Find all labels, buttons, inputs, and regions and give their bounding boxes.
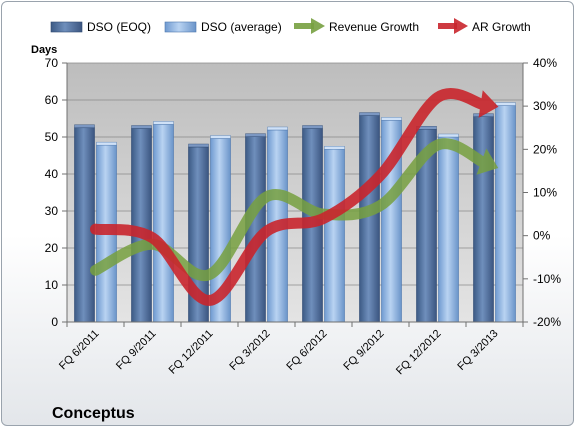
bar-cap — [245, 133, 266, 137]
y-tick-label: 0 — [51, 315, 58, 329]
legend-label-revenue-growth: Revenue Growth — [329, 20, 419, 34]
y2-tick-label: -20% — [533, 315, 561, 329]
bar-cap — [188, 143, 209, 148]
x-tick-label: FQ 12/2012 — [394, 328, 444, 378]
bar-cap — [74, 124, 95, 128]
x-tick-label: FQ 6/2011 — [57, 328, 102, 373]
bar-cap — [302, 125, 323, 129]
axes — [62, 62, 528, 327]
x-tick-label: FQ 9/2012 — [341, 328, 386, 373]
bar-cap — [324, 146, 345, 150]
bar-dso-average — [495, 102, 516, 323]
y-tick-label: 20 — [45, 241, 59, 255]
y-tick-label: 60 — [45, 93, 59, 107]
bar-dso-average — [438, 133, 459, 323]
bar-cap — [96, 141, 117, 146]
line-ar-growth — [90, 87, 499, 306]
y2-tick-label: 30% — [533, 99, 557, 113]
legend: DSO (EOQ) DSO (average) Revenue Growth A… — [50, 18, 531, 34]
y-tick-label: 10 — [45, 278, 59, 292]
legend-arrow-ar-growth — [438, 18, 468, 34]
y-axis-title: Days — [31, 44, 57, 56]
y2-tick-label: 10% — [533, 186, 557, 200]
line-path — [90, 87, 489, 306]
bar-body — [473, 116, 494, 323]
bar-cap — [153, 121, 174, 125]
line-arrowhead — [476, 148, 499, 175]
bar-dso-eoq — [473, 113, 494, 323]
y-tick-labels: 0 10 20 30 40 50 60 70 — [45, 56, 59, 329]
x-tick-label: FQ 3/2012 — [227, 328, 272, 373]
bar-dso-average — [324, 146, 345, 323]
bar-body — [438, 136, 459, 323]
bar-dso-eoq — [74, 124, 95, 323]
y2-tick-label: 0% — [533, 229, 551, 243]
legend-swatch-dso-eoq — [50, 21, 83, 33]
y-tick-label: 30 — [45, 204, 59, 218]
bar-body — [74, 127, 95, 323]
bar-cap — [131, 125, 152, 129]
growth-lines — [90, 87, 499, 306]
y-tick-label: 70 — [45, 56, 59, 70]
bar-cap — [210, 135, 231, 139]
bar-cap — [381, 117, 402, 121]
bar-body — [131, 128, 152, 323]
bar-cap — [438, 133, 459, 138]
x-tick-label: FQ 3/2013 — [455, 328, 500, 373]
y-tick-label: 50 — [45, 130, 59, 144]
x-tick-label: FQ 6/2012 — [284, 328, 329, 373]
legend-label-dso-average: DSO (average) — [201, 20, 282, 34]
x-tick-labels: FQ 6/2011 FQ 9/2011 FQ 12/2011 FQ 3/2012 FQ … — [57, 328, 501, 378]
y2-tick-label: 20% — [533, 142, 557, 156]
legend-label-dso-eoq: DSO (EOQ) — [87, 20, 151, 34]
chart-title: Conceptus — [52, 405, 135, 422]
bar-body — [495, 105, 516, 323]
bar-body — [324, 148, 345, 323]
bar-cap — [495, 102, 516, 106]
bar-cap — [267, 126, 288, 131]
y2-tick-label: -10% — [533, 272, 561, 286]
bar-cap — [359, 112, 380, 116]
x-tick-label: FQ 12/2011 — [167, 328, 216, 377]
bar-body — [359, 115, 380, 323]
bar-dso-eoq — [131, 125, 152, 323]
legend-label-ar-growth: AR Growth — [472, 20, 531, 34]
y-tick-label: 40 — [45, 167, 59, 181]
bar-body — [153, 124, 174, 323]
legend-arrow-revenue-growth — [294, 18, 325, 34]
bar-dso-average — [153, 121, 174, 323]
legend-swatch-dso-average — [164, 21, 197, 33]
line-arrowhead — [478, 90, 499, 118]
x-tick-label: FQ 9/2011 — [114, 328, 159, 373]
y2-tick-labels: -20% -10% 0% 10% 20% 30% 40% — [533, 56, 561, 329]
y2-tick-label: 40% — [533, 56, 557, 70]
